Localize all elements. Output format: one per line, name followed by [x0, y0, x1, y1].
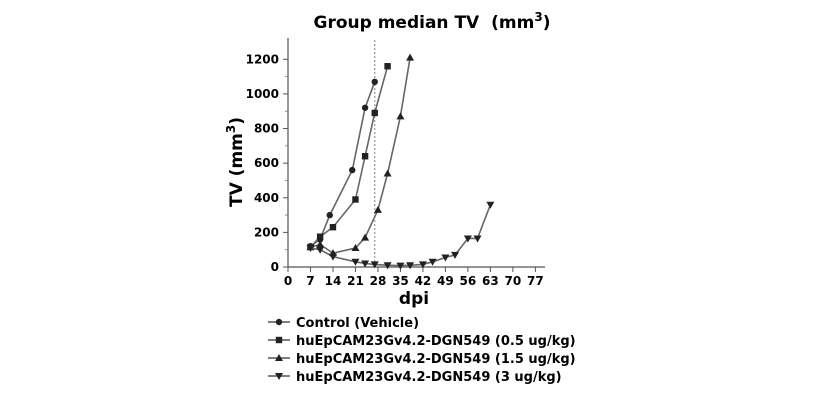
data-point	[373, 205, 382, 213]
legend: Control (Vehicle) huEpCAM23Gv4.2-DGN549 (…	[268, 316, 576, 385]
series-1	[307, 78, 378, 250]
data-point	[451, 251, 460, 259]
chart-title: Group median TV (mm3)	[314, 10, 551, 33]
y-axis-label-text: TV (mm	[227, 133, 247, 207]
chart-title-unit: (mm	[491, 13, 534, 33]
data-point	[361, 233, 370, 241]
series-2	[307, 63, 391, 251]
data-point	[371, 109, 378, 117]
data-point	[441, 254, 450, 262]
x-tick-label: 63	[482, 274, 499, 288]
data-point	[361, 104, 369, 111]
series-line	[310, 204, 492, 267]
chart-title-unit-exponent: 3	[534, 10, 542, 24]
series-line	[309, 65, 389, 248]
legend-marker	[275, 336, 283, 344]
y-tick-label: 0	[271, 260, 279, 274]
y-tick-label: 1200	[246, 52, 279, 66]
x-tick-label: 35	[392, 274, 409, 288]
data-point	[371, 78, 378, 86]
x-tick-label: 49	[437, 274, 454, 288]
data-point	[316, 246, 325, 254]
data-point	[351, 243, 360, 251]
y-tick-label: 1000	[246, 87, 279, 101]
data-point	[349, 166, 356, 174]
x-tick-label: 70	[505, 274, 522, 288]
legend-marker	[275, 354, 283, 361]
data-point	[406, 53, 415, 61]
y-tick-label: 400	[254, 191, 279, 205]
x-tick-label: 0	[284, 274, 292, 288]
legend-marker	[275, 318, 283, 326]
data-point	[352, 196, 359, 203]
x-axis-label: dpi	[399, 289, 429, 309]
x-tick-label: 56	[460, 274, 477, 288]
data-point	[361, 153, 369, 160]
data-point	[396, 262, 405, 270]
legend-marker	[275, 373, 283, 380]
data-point	[328, 253, 337, 261]
y-tick-label: 600	[254, 156, 279, 170]
data-point	[316, 240, 325, 248]
data-point	[316, 233, 324, 240]
data-point	[463, 235, 472, 243]
x-tick-label: 28	[370, 274, 387, 288]
data-point	[351, 258, 360, 266]
data-point	[370, 261, 379, 269]
legend-item: huEpCAM23Gv4.2-DGN549 (1.5 ug/kg)	[268, 352, 576, 367]
y-axis-label-exponent: 3	[224, 125, 238, 133]
y-axis-label: TV (mm3)	[224, 117, 247, 207]
y-tick-label: 800	[254, 122, 279, 136]
x-tick-label: 77	[527, 274, 544, 288]
x-tick-label: 7	[306, 274, 314, 288]
chart-title-unit-close: )	[543, 13, 551, 33]
legend-item: huEpCAM23Gv4.2-DGN549 (3 ug/kg)	[268, 370, 562, 385]
legend-label: huEpCAM23Gv4.2-DGN549 (1.5 ug/kg)	[296, 352, 576, 367]
legend-item: Control (Vehicle)	[268, 316, 419, 331]
legend-label: huEpCAM23Gv4.2-DGN549 (0.5 ug/kg)	[296, 334, 576, 349]
data-point	[428, 258, 437, 266]
data-point	[326, 211, 333, 219]
data-point	[396, 112, 405, 120]
series-layer	[306, 53, 495, 270]
series-3	[306, 53, 415, 257]
data-point	[383, 262, 392, 270]
data-point	[418, 261, 427, 269]
legend-item: huEpCAM23Gv4.2-DGN549 (0.5 ug/kg)	[268, 334, 576, 349]
data-point	[383, 169, 392, 177]
chart-title-text: Group median TV	[314, 13, 481, 33]
x-tick-label: 21	[347, 274, 364, 288]
x-tick-label: 14	[325, 274, 342, 288]
data-point	[329, 223, 337, 231]
y-axis-label-close: )	[227, 117, 247, 125]
data-point	[486, 201, 495, 209]
x-tick-label: 42	[415, 274, 432, 288]
data-point	[306, 244, 315, 252]
legend-label: Control (Vehicle)	[296, 316, 419, 331]
legend-label: huEpCAM23Gv4.2-DGN549 (3 ug/kg)	[296, 370, 562, 385]
series-4	[306, 201, 495, 270]
data-point	[406, 262, 415, 270]
data-point	[384, 63, 391, 70]
data-point	[361, 260, 370, 268]
y-tick-label: 200	[254, 225, 279, 239]
data-point	[473, 235, 482, 243]
